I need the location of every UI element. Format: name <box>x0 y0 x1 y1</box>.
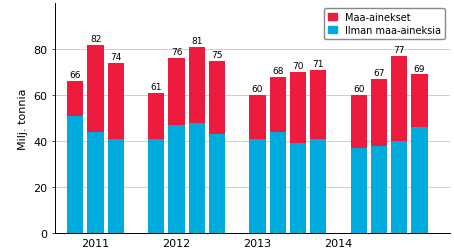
Bar <box>189 123 205 233</box>
Bar <box>391 141 407 233</box>
Bar <box>270 77 286 132</box>
Text: 67: 67 <box>373 69 385 78</box>
Bar <box>108 64 124 139</box>
Bar <box>67 116 84 233</box>
Bar <box>168 59 185 125</box>
Bar <box>168 125 185 233</box>
Text: 66: 66 <box>69 71 81 80</box>
Bar <box>209 135 225 233</box>
Bar <box>189 48 205 123</box>
Bar <box>209 61 225 135</box>
Text: 70: 70 <box>292 62 304 71</box>
Bar <box>350 148 367 233</box>
Bar <box>290 73 306 144</box>
Bar <box>148 139 164 233</box>
Y-axis label: Milj. tonnia: Milj. tonnia <box>18 88 28 149</box>
Text: 69: 69 <box>414 64 425 73</box>
Bar <box>350 96 367 148</box>
Bar <box>108 139 124 233</box>
Text: 82: 82 <box>90 35 101 44</box>
Text: 71: 71 <box>312 60 324 69</box>
Text: 74: 74 <box>110 53 122 62</box>
Bar <box>411 75 428 128</box>
Text: 60: 60 <box>252 85 263 94</box>
Text: 81: 81 <box>191 37 202 46</box>
Text: 60: 60 <box>353 85 365 94</box>
Bar <box>148 93 164 139</box>
Bar <box>67 82 84 116</box>
Text: 76: 76 <box>171 48 183 57</box>
Bar <box>249 139 266 233</box>
Text: 68: 68 <box>272 67 283 76</box>
Bar <box>88 132 104 233</box>
Legend: Maa-ainekset, Ilman maa-aineksia: Maa-ainekset, Ilman maa-aineksia <box>324 9 445 40</box>
Bar <box>270 132 286 233</box>
Bar <box>310 139 326 233</box>
Bar <box>88 45 104 132</box>
Bar <box>391 57 407 141</box>
Bar <box>411 128 428 233</box>
Text: 77: 77 <box>394 46 405 55</box>
Bar <box>310 71 326 139</box>
Text: 75: 75 <box>211 51 223 59</box>
Bar <box>249 96 266 139</box>
Text: 61: 61 <box>151 83 162 91</box>
Bar <box>290 144 306 233</box>
Bar <box>371 146 387 233</box>
Bar <box>371 80 387 146</box>
